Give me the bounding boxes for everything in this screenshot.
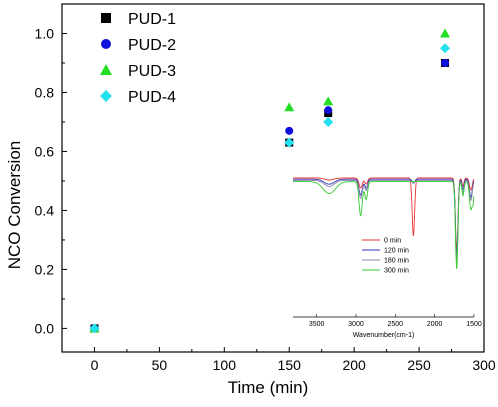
data-point-pud-4	[323, 116, 334, 127]
data-points	[89, 28, 451, 334]
inset-x-tick-label: 2000	[427, 321, 443, 328]
legend-marker-pud-1	[101, 13, 111, 23]
inset-spectrum-line	[293, 181, 475, 269]
y-tick-label: 0.0	[35, 320, 55, 336]
inset-legend-label: 0 min	[384, 238, 401, 245]
data-point-pud-3	[323, 96, 334, 106]
y-tick-label: 0.6	[35, 143, 55, 159]
y-tick-label: 0.2	[35, 261, 55, 277]
data-point-pud-3	[284, 102, 295, 112]
ftir-inset: 3500 3000 2500 2000 1500 Wavenumber(cm-1) 0 mi…	[293, 174, 482, 339]
x-tick-label: 150	[278, 357, 302, 373]
plot-frame	[61, 3, 485, 353]
x-tick-label: 50	[152, 357, 168, 373]
inset-spectrum-line	[293, 179, 475, 262]
plot-border	[61, 3, 485, 353]
data-point-pud-2	[324, 106, 333, 115]
inset-legend-label: 120 min	[384, 248, 409, 255]
inset-x-axis-title: Wavenumber(cm-1)	[353, 332, 415, 339]
legend-label: PUD-2	[128, 37, 176, 54]
legend-marker-pud-2	[101, 39, 111, 49]
y-tick-label: 1.0	[35, 25, 55, 41]
x-tick-label: 100	[213, 357, 237, 373]
x-tick-label: 300	[472, 357, 496, 373]
inset-x-tick-label: 3500	[309, 321, 325, 328]
inset-legend-label: 300 min	[384, 268, 409, 275]
inset-x-tick-label: 1500	[466, 321, 482, 328]
inset-spectrum-line	[293, 177, 475, 250]
x-tick-label: 0	[91, 357, 99, 373]
inset-spectrum-line	[293, 178, 475, 257]
data-point-pud-3	[440, 28, 451, 38]
y-axis-title: NCO Conversion	[5, 141, 24, 270]
data-point-pud-2	[441, 58, 450, 67]
x-axis: 0 50 100 150 200 250 300	[61, 347, 496, 373]
inset-x-tick-label: 3000	[348, 321, 364, 328]
x-tick-label: 200	[342, 357, 366, 373]
legend-marker-pud-4	[100, 90, 112, 102]
inset-x-tick-label: 2500	[388, 321, 404, 328]
legend-label: PUD-1	[128, 11, 176, 28]
legend-marker-pud-3	[100, 64, 112, 75]
x-axis-title: Time (min)	[228, 378, 309, 397]
inset-legend-label: 180 min	[384, 258, 409, 265]
legend-label: PUD-3	[128, 63, 176, 80]
data-point-pud-2	[285, 126, 294, 135]
y-tick-label: 0.8	[35, 84, 55, 100]
y-axis: 0.0 0.2 0.4 0.6 0.8 1.0	[35, 3, 67, 336]
data-point-pud-4	[440, 43, 451, 54]
data-point-pud-4	[284, 137, 295, 148]
legend-label: PUD-4	[128, 89, 176, 106]
x-tick-label: 250	[407, 357, 431, 373]
data-point-pud-4	[89, 323, 100, 334]
inset-background	[293, 174, 474, 317]
legend: PUD-1 PUD-2 PUD-3 PUD-4	[100, 11, 176, 106]
y-tick-label: 0.4	[35, 202, 55, 218]
